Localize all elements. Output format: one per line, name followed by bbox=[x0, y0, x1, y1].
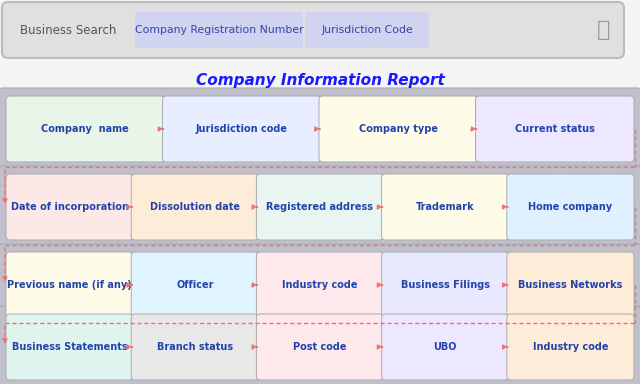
FancyBboxPatch shape bbox=[381, 252, 509, 318]
Text: Business Filings: Business Filings bbox=[401, 280, 490, 290]
FancyBboxPatch shape bbox=[131, 174, 259, 240]
FancyBboxPatch shape bbox=[507, 314, 634, 380]
FancyBboxPatch shape bbox=[381, 314, 509, 380]
Text: Branch status: Branch status bbox=[157, 342, 233, 352]
FancyBboxPatch shape bbox=[507, 174, 634, 240]
FancyBboxPatch shape bbox=[0, 306, 640, 384]
FancyBboxPatch shape bbox=[131, 314, 259, 380]
FancyBboxPatch shape bbox=[305, 12, 429, 48]
FancyBboxPatch shape bbox=[476, 96, 634, 162]
Text: Jurisdiction code: Jurisdiction code bbox=[196, 124, 288, 134]
Text: Company  name: Company name bbox=[42, 124, 129, 134]
Text: Home company: Home company bbox=[529, 202, 612, 212]
Text: Post code: Post code bbox=[293, 342, 347, 352]
Text: Company Registration Number: Company Registration Number bbox=[134, 25, 303, 35]
FancyBboxPatch shape bbox=[6, 252, 133, 318]
Text: Company Information Report: Company Information Report bbox=[196, 73, 444, 88]
FancyBboxPatch shape bbox=[381, 174, 509, 240]
Text: Officer: Officer bbox=[176, 280, 214, 290]
Text: UBO: UBO bbox=[433, 342, 457, 352]
Text: Current status: Current status bbox=[515, 124, 595, 134]
Text: Business Statements: Business Statements bbox=[12, 342, 127, 352]
Text: Business Networks: Business Networks bbox=[518, 280, 623, 290]
Text: Business Search: Business Search bbox=[20, 23, 116, 36]
FancyBboxPatch shape bbox=[507, 252, 634, 318]
Text: Industry code: Industry code bbox=[282, 280, 358, 290]
FancyBboxPatch shape bbox=[6, 174, 133, 240]
Text: Company type: Company type bbox=[359, 124, 438, 134]
FancyBboxPatch shape bbox=[135, 12, 303, 48]
FancyBboxPatch shape bbox=[6, 314, 133, 380]
Text: ⌕: ⌕ bbox=[597, 20, 611, 40]
Text: Registered address: Registered address bbox=[266, 202, 374, 212]
FancyBboxPatch shape bbox=[257, 314, 383, 380]
FancyBboxPatch shape bbox=[163, 96, 321, 162]
FancyBboxPatch shape bbox=[0, 244, 640, 326]
Text: Trademark: Trademark bbox=[416, 202, 474, 212]
FancyBboxPatch shape bbox=[6, 96, 164, 162]
Text: Jurisdiction Code: Jurisdiction Code bbox=[321, 25, 413, 35]
FancyBboxPatch shape bbox=[257, 174, 383, 240]
FancyBboxPatch shape bbox=[319, 96, 477, 162]
Text: Industry code: Industry code bbox=[532, 342, 608, 352]
FancyBboxPatch shape bbox=[257, 252, 383, 318]
FancyBboxPatch shape bbox=[0, 166, 640, 248]
FancyBboxPatch shape bbox=[131, 252, 259, 318]
Text: Previous name (if any): Previous name (if any) bbox=[7, 280, 132, 290]
FancyBboxPatch shape bbox=[0, 88, 640, 170]
Text: Date of incorporation: Date of incorporation bbox=[11, 202, 129, 212]
FancyBboxPatch shape bbox=[2, 2, 624, 58]
Text: Dissolution date: Dissolution date bbox=[150, 202, 240, 212]
